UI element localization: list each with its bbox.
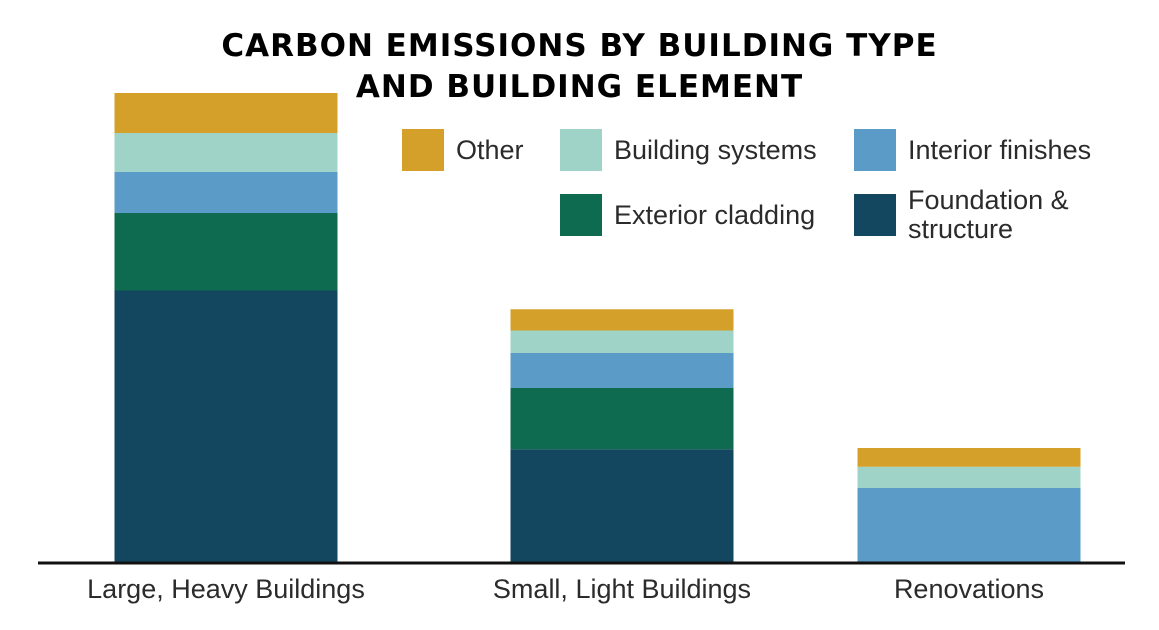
- x-tick-label-renovations: Renovations: [894, 574, 1044, 604]
- legend-item-exterior-cladding: Exterior cladding: [560, 194, 815, 236]
- legend-label-building-systems: Building systems: [614, 134, 817, 165]
- x-tick-labels: Large, Heavy Buildings Small, Light Build…: [87, 574, 1044, 604]
- legend-item-other: Other: [402, 129, 524, 171]
- legend-item-interior-finishes: Interior finishes: [854, 129, 1091, 171]
- bars-group: [114, 93, 1081, 563]
- x-tick-label-small-light-buildings: Small, Light Buildings: [493, 574, 751, 604]
- bar-segment-small-light-buildings-foundation-structure: [510, 449, 734, 563]
- chart-title-line-1: CARBON EMISSIONS BY BUILDING TYPE: [221, 28, 938, 64]
- bar-segment-large-heavy-buildings-interior-finishes: [114, 171, 338, 213]
- bar-segment-small-light-buildings-other: [510, 309, 734, 331]
- bar-segment-large-heavy-buildings-building-systems: [114, 133, 338, 172]
- bar-segment-renovations-building-systems: [857, 466, 1081, 488]
- bar-segment-large-heavy-buildings-other: [114, 93, 338, 133]
- legend-swatch-other: [402, 129, 444, 171]
- legend-swatch-interior-finishes: [854, 129, 896, 171]
- legend-item-foundation-structure: Foundation & structure: [854, 186, 1108, 244]
- legend-label-foundation-structure: Foundation & structure: [908, 185, 1069, 244]
- legend-label-interior-finishes: Interior finishes: [908, 134, 1092, 165]
- chart-title: CARBON EMISSIONS BY BUILDING TYPE AND BU…: [0, 26, 1159, 108]
- bar-segment-small-light-buildings-exterior-cladding: [510, 388, 734, 450]
- bar-segment-renovations-other: [857, 448, 1081, 467]
- bar-segment-renovations-interior-finishes: [857, 488, 1081, 563]
- bar-segment-small-light-buildings-interior-finishes: [510, 353, 734, 388]
- legend-swatch-building-systems: [560, 129, 602, 171]
- legend-label-other: Other: [456, 134, 524, 165]
- legend-label-exterior-cladding: Exterior cladding: [614, 199, 816, 230]
- chart-title-line-2: AND BUILDING ELEMENT: [355, 69, 804, 105]
- legend-swatch-exterior-cladding: [560, 194, 602, 236]
- bar-segment-small-light-buildings-building-systems: [510, 330, 734, 353]
- x-tick-label-large-heavy-buildings: Large, Heavy Buildings: [87, 574, 365, 604]
- bar-segment-large-heavy-buildings-exterior-cladding: [114, 213, 338, 291]
- legend-swatch-foundation-structure: [854, 194, 896, 236]
- bar-segment-large-heavy-buildings-foundation-structure: [114, 290, 338, 563]
- legend-item-building-systems: Building systems: [560, 129, 817, 171]
